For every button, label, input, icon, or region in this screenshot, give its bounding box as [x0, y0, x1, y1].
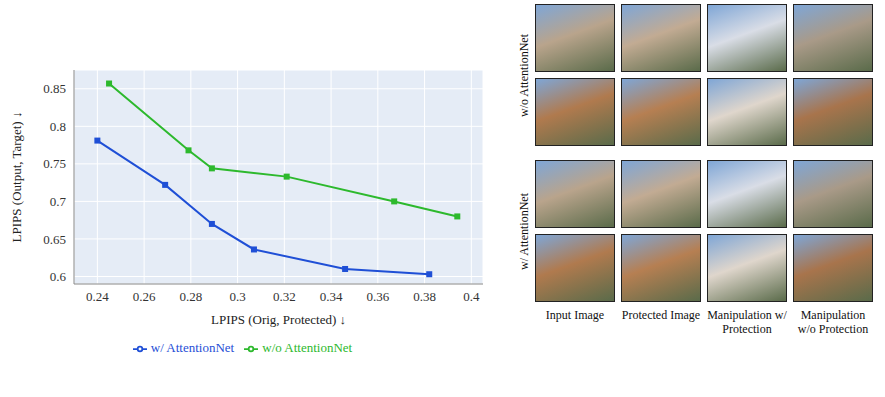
- svg-text:0.3: 0.3: [229, 289, 245, 304]
- html-text:w/o AttentionNet: w/o AttentionNet: [262, 340, 353, 355]
- svg-text:0.85: 0.85: [43, 81, 66, 96]
- html-text:Manipulation w/ Protection: Manipulation w/ Protection: [707, 308, 787, 336]
- svg-text:0.26: 0.26: [133, 289, 156, 304]
- svg-text:0.28: 0.28: [179, 289, 202, 304]
- html-text:Protected Image: Protected Image: [621, 308, 701, 322]
- html-text:Input Image: Input Image: [545, 308, 605, 322]
- html-text:w/o AttentionNet: w/o AttentionNet: [516, 33, 531, 117]
- svg-text:0.36: 0.36: [366, 289, 389, 304]
- svg-text:0.75: 0.75: [43, 156, 66, 171]
- svg-text:0.38: 0.38: [413, 289, 436, 304]
- html-text:Manipulation w/o Protection: Manipulation w/o Protection: [797, 308, 869, 336]
- svg-text:0.8: 0.8: [50, 119, 66, 134]
- svg-text:0.32: 0.32: [273, 289, 296, 304]
- svg-text:0.24: 0.24: [86, 289, 109, 304]
- svg-text:0.65: 0.65: [43, 232, 66, 247]
- html-text:w/ AttentionNet: w/ AttentionNet: [150, 340, 235, 355]
- svg-text:LPIPS (Orig, Protected) ↓: LPIPS (Orig, Protected) ↓: [211, 312, 346, 327]
- svg-text:LPIPS (Output, Target) ↓: LPIPS (Output, Target) ↓: [9, 112, 24, 243]
- html-text:w/ AttentionNet: w/ AttentionNet: [516, 192, 531, 270]
- svg-text:0.6: 0.6: [50, 269, 67, 284]
- svg-text:0.7: 0.7: [50, 194, 67, 209]
- svg-text:0.34: 0.34: [320, 289, 343, 304]
- svg-text:0.4: 0.4: [463, 289, 480, 304]
